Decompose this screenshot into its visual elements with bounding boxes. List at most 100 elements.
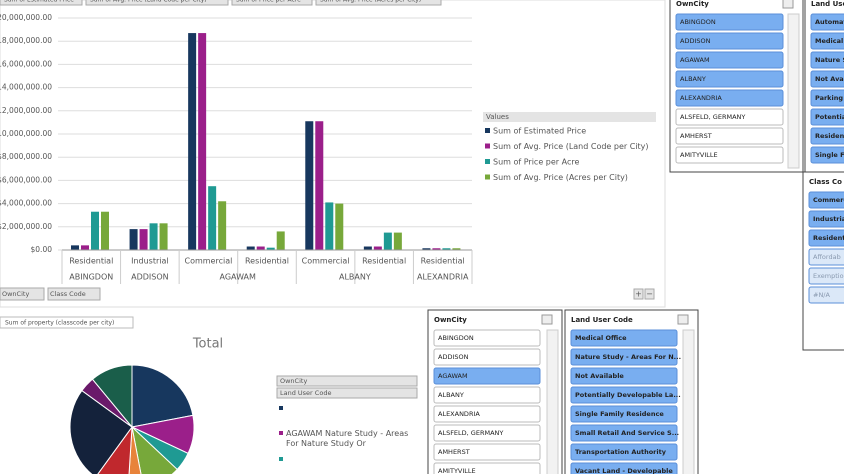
- slicer-item[interactable]: [808, 210, 844, 228]
- bar: [432, 248, 441, 250]
- slicer-item-label: Medical: [815, 37, 843, 45]
- slicer-item[interactable]: [570, 329, 678, 347]
- slicer-item[interactable]: [433, 386, 541, 404]
- field-button[interactable]: [276, 375, 418, 387]
- slicer-item[interactable]: [810, 127, 844, 145]
- bar: [208, 186, 217, 250]
- bar: [452, 248, 461, 250]
- slicer-item[interactable]: [810, 32, 844, 50]
- slicer-item-label: Nature Study - Areas For N...: [575, 353, 681, 361]
- bar: [315, 121, 324, 251]
- slicer-item-label: AMITYVILLE: [680, 151, 718, 159]
- pie-header: Sum of property (classcode per city): [5, 320, 114, 327]
- bar: [101, 211, 109, 250]
- group-label: ALBANY: [339, 273, 371, 282]
- pie-slice: [131, 364, 194, 428]
- slicer-item[interactable]: [433, 405, 541, 423]
- x-tick-label: Commercial: [184, 257, 232, 266]
- slicer-item[interactable]: [810, 146, 844, 164]
- slicer-item[interactable]: [433, 462, 541, 474]
- slicer-item-label: Industria: [813, 215, 844, 223]
- field-tab[interactable]: [0, 0, 83, 6]
- slicer-item[interactable]: [433, 329, 541, 347]
- slicer-item-label: ABINGDON: [438, 334, 474, 342]
- slicer-item[interactable]: [808, 229, 844, 247]
- field-button-label: OwnCity: [280, 377, 307, 385]
- slicer-item[interactable]: [675, 70, 784, 88]
- clear-filter[interactable]: [677, 314, 689, 325]
- y-tick-label: 18,000,000.00: [0, 36, 52, 45]
- bar: [188, 33, 197, 250]
- slicer-item[interactable]: [810, 70, 844, 88]
- y-tick-label: $0.00: [31, 245, 53, 254]
- pie-title: Total: [192, 337, 223, 352]
- slicer-item[interactable]: [570, 386, 678, 404]
- slicer-item[interactable]: [808, 248, 844, 266]
- slicer-item[interactable]: [675, 51, 784, 69]
- slicer-item[interactable]: [810, 13, 844, 31]
- scrollbar: [682, 329, 695, 474]
- y-tick-label: $2,000,000.00: [0, 222, 52, 231]
- field-button[interactable]: [0, 287, 45, 301]
- slicer-item[interactable]: [570, 405, 678, 423]
- field-button-label: Land User Code: [280, 389, 331, 397]
- slicer-item[interactable]: [675, 127, 784, 145]
- field-tab[interactable]: [315, 0, 442, 6]
- slicer-item-label: Parking: [815, 94, 843, 102]
- slicer-item[interactable]: [810, 89, 844, 107]
- slicer-item-label: ADDISON: [680, 37, 711, 45]
- field-tab[interactable]: [85, 0, 229, 6]
- bar: [81, 245, 89, 250]
- y-tick-label: $4,000,000.00: [0, 199, 52, 208]
- bar: [393, 232, 402, 250]
- slicer-item-label: ALBANY: [438, 391, 464, 399]
- y-tick-label: $8,000,000.00: [0, 152, 52, 161]
- clear-filter[interactable]: [541, 314, 553, 325]
- slicer-item[interactable]: [808, 286, 844, 304]
- group-label: ABINGDON: [69, 273, 113, 282]
- zoom-button[interactable]: [644, 288, 655, 300]
- field-button-label: OwnCity: [2, 290, 29, 298]
- slicer-item[interactable]: [433, 424, 541, 442]
- legend-label: Sum of Avg. Price (Land Code per City): [493, 142, 649, 151]
- slicer-item-label: AMITYVILLE: [438, 467, 476, 474]
- bar: [218, 201, 227, 250]
- slicer-item[interactable]: [570, 348, 678, 366]
- slicer-item[interactable]: [810, 108, 844, 126]
- slicer-item-label: Commerc: [813, 196, 844, 204]
- y-tick-label: $6,000,000.00: [0, 175, 52, 184]
- slicer-item[interactable]: [433, 348, 541, 366]
- bar: [159, 223, 168, 250]
- bar: [149, 223, 158, 250]
- slicer-item[interactable]: [810, 51, 844, 69]
- slicer-item[interactable]: [808, 267, 844, 285]
- field-button-label: Class Code: [50, 290, 86, 298]
- slicer-item[interactable]: [675, 32, 784, 50]
- field-button[interactable]: [276, 387, 418, 399]
- clear-filter[interactable]: [782, 0, 794, 9]
- y-tick-label: 10,000,000.00: [0, 129, 52, 138]
- slicer-item[interactable]: [570, 424, 678, 442]
- slicer-item[interactable]: [433, 443, 541, 461]
- zoom-button[interactable]: [633, 288, 644, 300]
- slicer-title: Land User Code: [571, 316, 633, 324]
- slicer-item-label: Medical Office: [575, 334, 627, 342]
- slicer-item[interactable]: [570, 462, 678, 474]
- field-button[interactable]: [47, 287, 101, 301]
- bar-chart-area: [0, 0, 666, 308]
- slicer-item[interactable]: [570, 367, 678, 385]
- slicer-item[interactable]: [675, 108, 784, 126]
- slicer-item[interactable]: [675, 146, 784, 164]
- bar: [335, 203, 344, 250]
- field-tab[interactable]: [231, 0, 313, 6]
- pie-header-bg: [0, 316, 134, 329]
- field-tab-label: Sum of Price per Acre: [236, 0, 301, 4]
- group-label: ADDISON: [131, 273, 169, 282]
- slicer-item[interactable]: [675, 13, 784, 31]
- slicer-item[interactable]: [675, 89, 784, 107]
- slicer-item[interactable]: [433, 367, 541, 385]
- legend-title: Values: [486, 113, 509, 121]
- slicer-item[interactable]: [808, 191, 844, 209]
- slicer-item[interactable]: [570, 443, 678, 461]
- slicer-item-label: ALEXANDRIA: [438, 410, 480, 418]
